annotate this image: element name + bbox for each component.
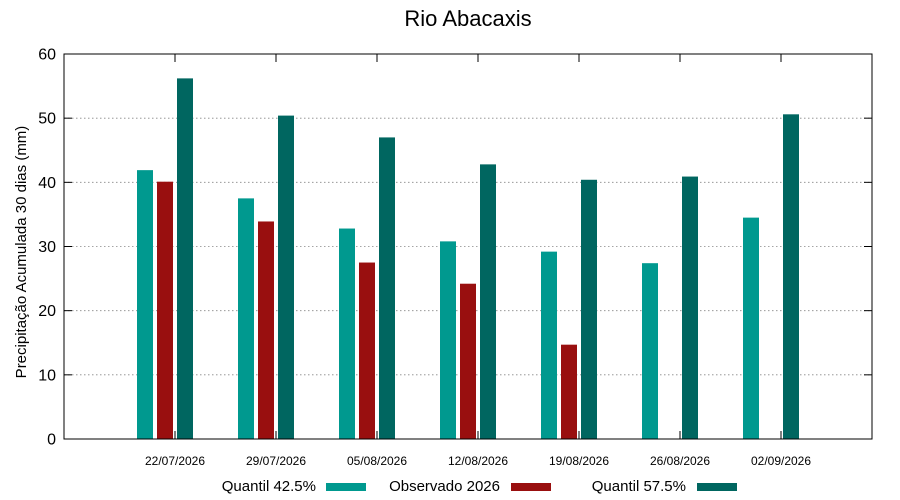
bar-2-4 [460, 283, 476, 439]
bar-3-1 [177, 78, 193, 439]
bar-3-4 [480, 164, 496, 439]
bars [137, 78, 799, 440]
legend: Quantil 42.5% Observado 2026 Quantil 57.5% [222, 478, 737, 495]
x-tick-label: 26/08/2026 [650, 454, 710, 468]
legend-label-1: Quantil 42.5% [222, 478, 316, 495]
chart-title: Rio Abacaxis [404, 6, 531, 31]
legend-swatch-1 [326, 483, 366, 491]
y-tick-label: 60 [38, 47, 56, 64]
legend-label-2: Observado 2026 [389, 478, 500, 495]
y-tick-label: 10 [38, 367, 56, 384]
axes: 0 10 20 30 40 50 60 22/07/2026 29/07/2026 05/08/2… [38, 47, 872, 468]
bar-1-7 [743, 217, 759, 439]
bar-3-6 [682, 176, 698, 439]
legend-swatch-3 [697, 483, 737, 491]
y-axis-label: Precipitação Acumulada 30 dias (mm) [13, 126, 30, 379]
y-tick-label: 20 [38, 303, 56, 320]
bar-2-2 [258, 221, 274, 439]
x-tick-label: 12/08/2026 [448, 454, 508, 468]
bar-1-3 [339, 228, 355, 439]
bar-1-4 [440, 241, 456, 439]
bar-1-6 [642, 263, 658, 439]
x-tick-label: 29/07/2026 [246, 454, 306, 468]
bar-2-5 [561, 344, 577, 439]
bar-2-1 [157, 181, 173, 440]
bar-2-3 [359, 262, 375, 439]
bar-1-2 [238, 198, 254, 439]
x-tick-label: 02/09/2026 [751, 454, 811, 468]
legend-swatch-2 [511, 483, 551, 491]
bar-3-5 [581, 179, 597, 439]
x-tick-label: 05/08/2026 [347, 454, 407, 468]
bar-3-3 [379, 137, 395, 439]
bar-3-7 [783, 114, 799, 440]
bar-1-5 [541, 251, 557, 439]
y-tick-label: 50 [38, 111, 56, 128]
x-tick-label: 22/07/2026 [145, 454, 205, 468]
y-tick-label: 0 [47, 432, 56, 449]
bar-3-2 [278, 115, 294, 439]
x-tick-label: 19/08/2026 [549, 454, 609, 468]
bar-1-1 [137, 170, 153, 439]
y-tick-label: 40 [38, 175, 56, 192]
legend-label-3: Quantil 57.5% [592, 478, 686, 495]
y-tick-label: 30 [38, 239, 56, 256]
